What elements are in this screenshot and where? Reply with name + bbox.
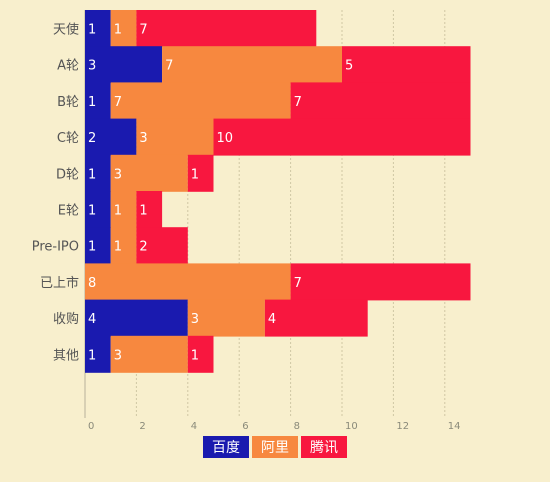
bar-segment — [85, 263, 291, 301]
data-label: 2 — [88, 131, 96, 146]
data-label: 5 — [345, 59, 353, 74]
bars: 1173751772310131111112087434131 — [85, 10, 471, 373]
bar-segment — [110, 227, 137, 265]
data-label: 1 — [88, 23, 96, 38]
category-label: 已上市 — [40, 275, 79, 291]
bar-segment — [85, 154, 111, 192]
data-label: 1 — [88, 204, 96, 219]
bar-segment — [187, 154, 214, 192]
bar-segment — [85, 118, 137, 156]
data-label: 8 — [88, 276, 96, 291]
category-label: 其他 — [53, 348, 79, 363]
legend-swatch — [252, 436, 298, 458]
bar-segment — [85, 299, 188, 337]
data-label: 1 — [88, 95, 96, 110]
category-label: C轮 — [57, 131, 79, 146]
bar-segment — [85, 335, 111, 373]
legend-label: 阿里 — [261, 440, 289, 456]
x-tick-labels: 0 2 4 6 8 10 12 14 — [88, 421, 461, 432]
bar-segment — [110, 154, 188, 192]
bar-segment — [85, 10, 111, 47]
data-label: 1 — [114, 240, 122, 255]
data-label: 1 — [88, 348, 96, 363]
bar-segment — [136, 10, 317, 47]
data-label: 1 — [191, 167, 199, 182]
data-label: 1 — [114, 23, 122, 38]
bar-segment — [110, 335, 188, 373]
legend-swatch — [203, 436, 249, 458]
bar-segment — [264, 299, 368, 337]
data-label: 4 — [88, 312, 96, 327]
data-label: 3 — [114, 348, 122, 363]
category-label: 天使 — [53, 22, 79, 38]
x-tick-label: 4 — [191, 421, 197, 432]
data-label: 1 — [114, 204, 122, 219]
x-tick-label: 14 — [448, 421, 461, 432]
data-label: 7 — [165, 59, 173, 74]
data-label: 1 — [88, 240, 96, 255]
data-label: 1 — [88, 167, 96, 182]
category-label: 收购 — [53, 311, 79, 327]
x-tick-label: 8 — [294, 421, 300, 432]
x-tick-label: 6 — [242, 421, 248, 432]
data-label: 4 — [268, 312, 276, 327]
bar-segment — [342, 46, 471, 84]
legend-swatch — [301, 436, 347, 458]
data-label: 7 — [294, 276, 302, 291]
data-label: 10 — [217, 131, 234, 146]
category-label: A轮 — [57, 59, 79, 74]
data-label: 7 — [114, 95, 122, 110]
category-label: D轮 — [56, 167, 79, 182]
data-label: 3 — [88, 59, 96, 74]
data-label: 7 — [294, 95, 302, 110]
bar-segment — [213, 118, 471, 156]
bar-segment — [110, 82, 291, 120]
bar-segment — [136, 227, 188, 265]
bar-segment — [136, 118, 214, 156]
bar-segment — [187, 335, 214, 373]
bar-segment — [85, 82, 111, 120]
x-tick-label: 10 — [345, 421, 358, 432]
bar-segment — [85, 227, 111, 265]
legend: 百度 阿里 腾讯 — [203, 436, 347, 458]
x-tick-label: 0 — [88, 421, 94, 432]
bar-segment — [110, 10, 137, 47]
bar-segment — [290, 263, 471, 301]
bar-segment — [290, 82, 471, 120]
bar-segment — [85, 46, 163, 84]
data-label: 3 — [114, 167, 122, 182]
data-label: 7 — [139, 23, 147, 38]
x-tick-label: 2 — [139, 421, 145, 432]
bar-segment — [110, 191, 137, 228]
legend-label: 百度 — [212, 440, 240, 456]
category-label: Pre-IPO — [32, 240, 79, 255]
bar-segment — [162, 46, 342, 84]
data-label: 2 — [139, 240, 147, 255]
bar-segment — [187, 299, 265, 337]
category-label: B轮 — [57, 95, 79, 110]
bar-segment — [136, 191, 163, 228]
data-label: 1 — [191, 348, 199, 363]
data-label: 3 — [191, 312, 199, 327]
category-label: E轮 — [58, 204, 79, 219]
legend-label: 腾讯 — [310, 439, 338, 456]
x-tick-label: 12 — [396, 421, 409, 432]
bar-segment — [85, 191, 111, 228]
data-label: 1 — [139, 204, 147, 219]
data-label: 3 — [139, 131, 147, 146]
